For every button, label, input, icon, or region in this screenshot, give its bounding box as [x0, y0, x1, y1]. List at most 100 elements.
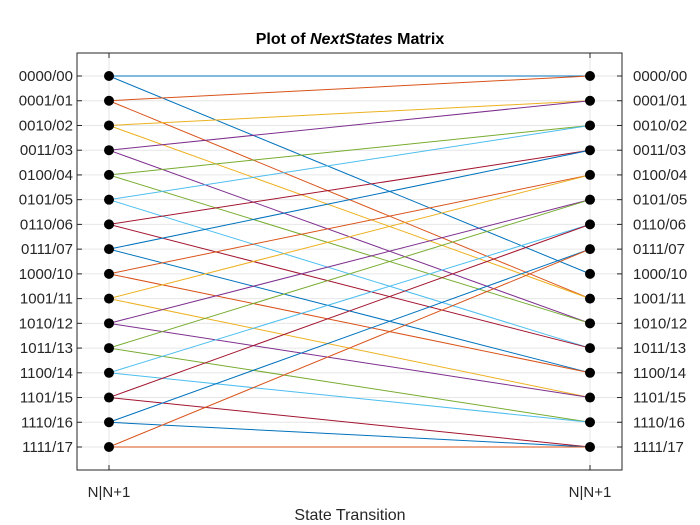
- state-marker-right: [585, 442, 595, 452]
- state-marker-right: [585, 145, 595, 156]
- state-marker-left: [104, 219, 114, 230]
- y-tick-label-left: 1011/13: [20, 340, 73, 357]
- state-marker-left: [104, 71, 114, 81]
- y-tick-label-right: 1100/14: [633, 365, 686, 382]
- state-marker-right: [585, 293, 595, 304]
- transition-line: [108, 248, 591, 423]
- y-tick-label-left: 0101/05: [19, 192, 73, 209]
- transition-line: [108, 75, 591, 102]
- y-tick-label-right: 1111/17: [633, 439, 684, 456]
- state-marker-right: [585, 268, 595, 279]
- state-marker-left: [104, 417, 114, 428]
- transition-line: [108, 100, 591, 126]
- title-suffix: Matrix: [393, 31, 445, 48]
- y-tick-label-left: 0010/02: [19, 117, 73, 134]
- transition-lines: [108, 75, 591, 448]
- y-tick-label-right: 0010/02: [633, 117, 687, 134]
- state-marker-right: [585, 318, 595, 329]
- plot-frame: [76, 52, 623, 471]
- state-marker-right: [585, 194, 595, 205]
- y-tick-label-right: 1011/13: [633, 340, 686, 357]
- chart-title-text: Plot of NextStates Matrix: [256, 31, 445, 48]
- transition-line: [108, 124, 591, 201]
- transition-line: [108, 124, 591, 176]
- y-tick-label-right: 0110/06: [633, 216, 686, 233]
- y-tick-label-left: 1010/12: [19, 315, 73, 332]
- state-marker-right: [585, 169, 595, 180]
- state-marker-left: [104, 244, 114, 255]
- y-tick-label-right: 1101/15: [633, 390, 686, 407]
- transition-line: [108, 100, 591, 151]
- y-tick-label-left: 0011/03: [20, 142, 73, 159]
- transition-line: [108, 199, 591, 349]
- title-prefix: Plot of: [256, 31, 310, 48]
- state-marker-right: [585, 219, 595, 230]
- y-tick-label-left: 1100/14: [20, 365, 73, 382]
- state-markers: [104, 71, 595, 452]
- transition-line: [108, 322, 591, 399]
- y-tick-label-left: 1110/16: [21, 414, 73, 431]
- state-marker-left: [104, 367, 114, 378]
- transition-line: [108, 248, 591, 448]
- tick-labels: 0000/00 0000/00 0001/01 0001/01 0010/02 0010/…: [19, 68, 687, 501]
- state-marker-left: [104, 392, 114, 403]
- transition-line: [108, 149, 591, 250]
- state-marker-right: [585, 120, 595, 131]
- y-tick-label-left: 0000/00: [19, 68, 73, 85]
- state-marker-right: [585, 244, 595, 255]
- y-tick-label-left: 1101/15: [20, 390, 73, 407]
- y-tick-label-right: 1110/16: [633, 414, 685, 431]
- title-italic: NextStates: [310, 31, 393, 48]
- transition-line: [108, 273, 591, 374]
- state-marker-right: [585, 417, 595, 428]
- state-marker-left: [104, 268, 114, 279]
- state-marker-right: [585, 71, 595, 81]
- y-tick-label-right: 1001/11: [633, 291, 686, 308]
- state-marker-right: [585, 95, 595, 106]
- transition-line: [108, 149, 591, 225]
- y-tick-label-left: 0100/04: [19, 167, 73, 184]
- transition-line: [108, 397, 591, 448]
- x-tick-label: N|N+1: [88, 484, 131, 501]
- y-tick-label-right: 1000/10: [633, 266, 687, 283]
- state-marker-left: [104, 293, 114, 304]
- state-marker-right: [585, 392, 595, 403]
- transition-line: [108, 421, 591, 448]
- transition-line: [108, 223, 591, 399]
- state-marker-right: [585, 367, 595, 378]
- transition-line: [108, 223, 591, 374]
- state-marker-left: [104, 95, 114, 106]
- transition-line: [108, 75, 591, 275]
- y-tick-label-right: 1010/12: [633, 315, 687, 332]
- y-tick-label-left: 1001/11: [20, 291, 73, 308]
- y-tick-label-right: 0000/00: [633, 68, 687, 85]
- y-tick-label-right: 0101/05: [633, 192, 687, 209]
- y-tick-label-left: 1000/10: [19, 266, 73, 283]
- y-tick-label-left: 0110/06: [20, 216, 73, 233]
- state-marker-left: [104, 442, 114, 452]
- axis-ticks: [77, 53, 622, 470]
- state-marker-left: [104, 145, 114, 156]
- y-tick-label-right: 0001/01: [633, 93, 687, 110]
- x-axis-label: State Transition: [294, 507, 405, 524]
- y-tick-label-left: 0001/01: [19, 93, 73, 110]
- y-tick-label-right: 0011/03: [633, 142, 686, 159]
- transition-line: [108, 199, 591, 324]
- transition-line: [108, 124, 591, 300]
- y-tick-label-right: 0111/07: [633, 241, 685, 258]
- state-marker-right: [585, 343, 595, 354]
- state-marker-left: [104, 194, 114, 205]
- transition-line: [108, 174, 591, 275]
- y-tick-label-left: 1111/17: [22, 439, 73, 456]
- state-marker-left: [104, 343, 114, 354]
- transition-line: [108, 174, 591, 300]
- transition-line: [108, 372, 591, 423]
- transition-line: [108, 174, 591, 324]
- state-marker-left: [104, 318, 114, 329]
- state-marker-left: [104, 169, 114, 180]
- y-tick-label-right: 0100/04: [633, 167, 687, 184]
- x-tick-label: N|N+1: [569, 484, 612, 501]
- y-tick-label-left: 0111/07: [21, 241, 73, 258]
- transition-line: [108, 347, 591, 423]
